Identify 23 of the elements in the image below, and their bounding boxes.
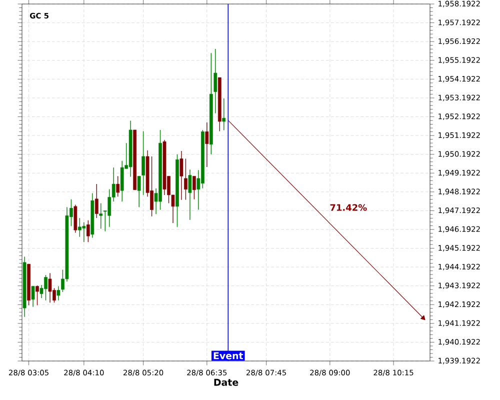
annotation: 71.42% [330, 204, 367, 211]
candlestick [36, 285, 39, 306]
candlestick [184, 158, 188, 200]
candlestick [31, 286, 35, 308]
candlestick [180, 150, 184, 200]
candlestick [82, 222, 86, 242]
candlestick [116, 176, 120, 197]
candlestick [94, 184, 98, 218]
candlestick [137, 176, 141, 208]
candlestick [192, 176, 196, 200]
candlestick [222, 98, 226, 131]
x-axis-title: Date [214, 378, 238, 386]
candlestick [99, 202, 103, 230]
candlestick [214, 48, 218, 114]
candlestick [56, 286, 60, 301]
candlestick [205, 122, 209, 168]
candlestick [86, 220, 90, 242]
candlestick [188, 169, 192, 220]
candlestick [142, 130, 145, 196]
candlestick [120, 160, 124, 202]
ref-line-label: Event [214, 352, 244, 360]
candlestick [48, 272, 52, 303]
candlestick [74, 204, 78, 234]
